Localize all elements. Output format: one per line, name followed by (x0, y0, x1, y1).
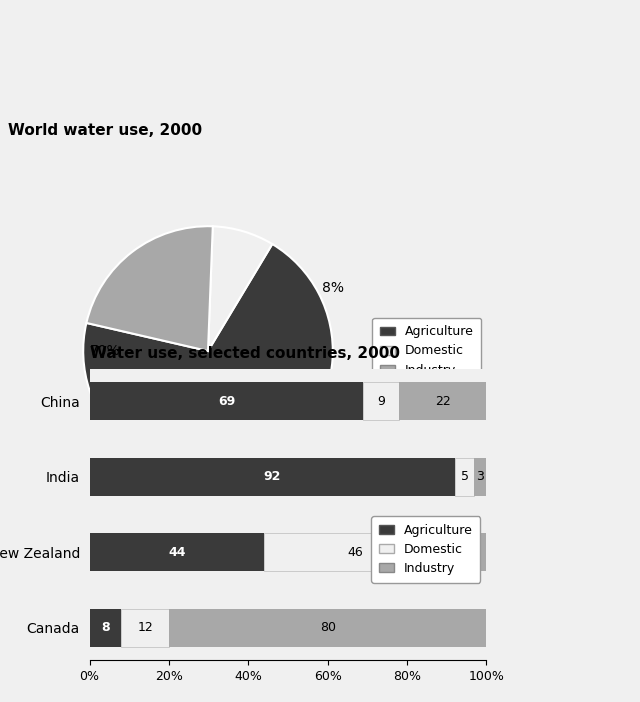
Text: 80: 80 (320, 621, 336, 635)
Text: 8%: 8% (322, 281, 344, 295)
Text: World water use, 2000: World water use, 2000 (8, 123, 202, 138)
Bar (474, 458, 486, 496)
Bar (90, 458, 454, 496)
Legend: Agriculture, Domestic, Industry: Agriculture, Domestic, Industry (372, 318, 481, 384)
Bar (122, 609, 169, 647)
Text: 5: 5 (461, 470, 468, 483)
Bar (264, 534, 447, 571)
Bar (364, 383, 399, 420)
Legend: Agriculture, Domestic, Industry: Agriculture, Domestic, Industry (371, 516, 480, 583)
Text: 3: 3 (477, 470, 484, 483)
Wedge shape (86, 226, 212, 351)
Bar (90, 383, 364, 420)
Text: 46: 46 (348, 545, 364, 559)
Text: 9: 9 (378, 395, 385, 408)
Text: 22%: 22% (317, 397, 348, 411)
Text: 22: 22 (435, 395, 451, 408)
Text: 69: 69 (218, 395, 235, 408)
Bar (90, 609, 122, 647)
Text: 70%: 70% (90, 344, 120, 358)
Wedge shape (83, 244, 333, 476)
Wedge shape (208, 226, 272, 351)
Text: 44: 44 (168, 545, 186, 559)
Text: 8: 8 (101, 621, 110, 635)
Text: 10: 10 (459, 545, 474, 559)
Text: 92: 92 (264, 470, 281, 483)
Bar (169, 609, 486, 647)
Bar (90, 534, 264, 571)
Text: 12: 12 (137, 621, 153, 635)
Bar (399, 383, 486, 420)
Bar (447, 534, 486, 571)
Bar (454, 458, 474, 496)
Text: Water use, selected countries, 2000: Water use, selected countries, 2000 (90, 346, 399, 361)
